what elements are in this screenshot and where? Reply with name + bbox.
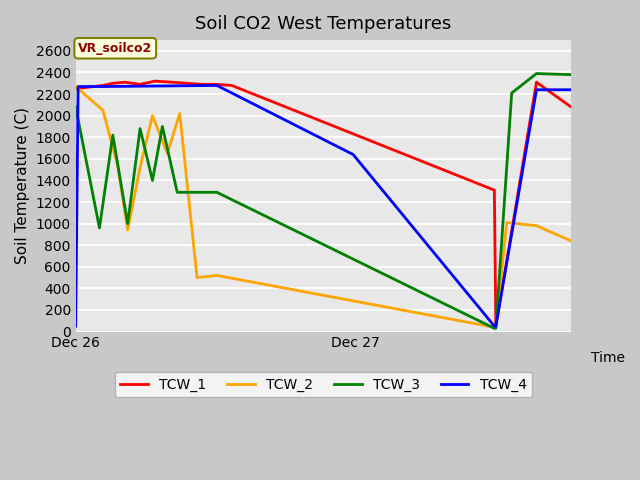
Text: Time: Time xyxy=(591,351,625,365)
Title: Soil CO2 West Temperatures: Soil CO2 West Temperatures xyxy=(195,15,452,33)
Text: VR_soilco2: VR_soilco2 xyxy=(78,42,152,55)
Y-axis label: Soil Temperature (C): Soil Temperature (C) xyxy=(15,108,30,264)
Legend: TCW_1, TCW_2, TCW_3, TCW_4: TCW_1, TCW_2, TCW_3, TCW_4 xyxy=(115,372,532,397)
